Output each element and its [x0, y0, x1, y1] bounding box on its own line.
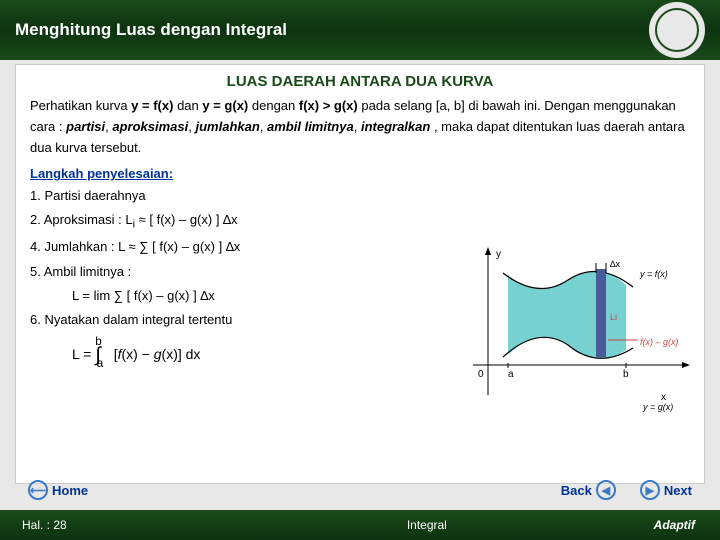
steps-heading: Langkah penyelesaian:: [30, 166, 690, 181]
step-2: 2. Aproksimasi : Li ≈ [ f(x) – g(x) ] ∆x: [30, 209, 690, 234]
dx-label: ∆x: [610, 259, 621, 269]
home-icon: ⟵: [28, 480, 48, 500]
text: ,: [260, 119, 267, 134]
kw1: partisi: [66, 119, 105, 134]
integral-formula: L = ∫ab[f(x) − g(x)] dx: [72, 336, 200, 370]
text: dengan: [252, 98, 299, 113]
text: 2. Aproksimasi : L: [30, 212, 133, 227]
curves-diagram: y x 0 ∆x a b y = f(x) y = g(x) f(x) – g(…: [468, 245, 698, 420]
intro-paragraph: Perhatikan kurva y = f(x) dan y = g(x) d…: [30, 96, 690, 158]
kw4: ambil limitnya: [267, 119, 354, 134]
text: ,: [354, 119, 361, 134]
origin-label: 0: [478, 369, 484, 380]
next-button[interactable]: ▶ Next: [640, 480, 692, 500]
text: dan: [177, 98, 202, 113]
lim-b: b: [95, 335, 101, 348]
footer-brand: Adaptif: [654, 518, 720, 532]
kw5: integralkan: [361, 119, 430, 134]
next-icon: ▶: [640, 480, 660, 500]
footer-title: Integral: [200, 518, 654, 532]
kw2: aproksimasi: [112, 119, 188, 134]
li-label: Li: [610, 312, 617, 322]
page-number: Hal. : 28: [0, 518, 200, 532]
logo-badge: [649, 2, 705, 58]
y-axis-label: y: [496, 249, 501, 260]
status-bar: Hal. : 28 Integral Adaptif: [0, 510, 720, 540]
page-title: Menghitung Luas dengan Integral: [15, 20, 287, 40]
a-label: a: [508, 369, 514, 380]
ineq: f(x) > g(x): [299, 98, 358, 113]
back-label: Back: [561, 483, 592, 498]
home-button[interactable]: ⟵ Home: [28, 480, 88, 500]
back-button[interactable]: Back ◀: [561, 480, 616, 500]
section-heading: LUAS DAERAH ANTARA DUA KURVA: [30, 73, 690, 90]
eq2: y = g(x): [202, 98, 248, 113]
home-label: Home: [52, 483, 88, 498]
lim-a: a: [97, 357, 103, 370]
text: Perhatikan kurva: [30, 98, 131, 113]
g-label: y = g(x): [642, 402, 673, 412]
eq1: y = f(x): [131, 98, 173, 113]
logo-icon: [655, 8, 699, 52]
diff-label: f(x) – g(x): [640, 337, 679, 347]
kw3: jumlahkan: [195, 119, 259, 134]
nav-footer: ⟵ Home Back ◀ ▶ Next: [0, 480, 720, 500]
step-1: 1. Partisi daerahnya: [30, 185, 690, 207]
next-label: Next: [664, 483, 692, 498]
f-label: y = f(x): [639, 269, 668, 279]
b-label: b: [623, 369, 629, 380]
header-bar: Menghitung Luas dengan Integral: [0, 0, 720, 60]
back-icon: ◀: [596, 480, 616, 500]
text: ≈ [ f(x) – g(x) ] ∆x: [135, 212, 237, 227]
